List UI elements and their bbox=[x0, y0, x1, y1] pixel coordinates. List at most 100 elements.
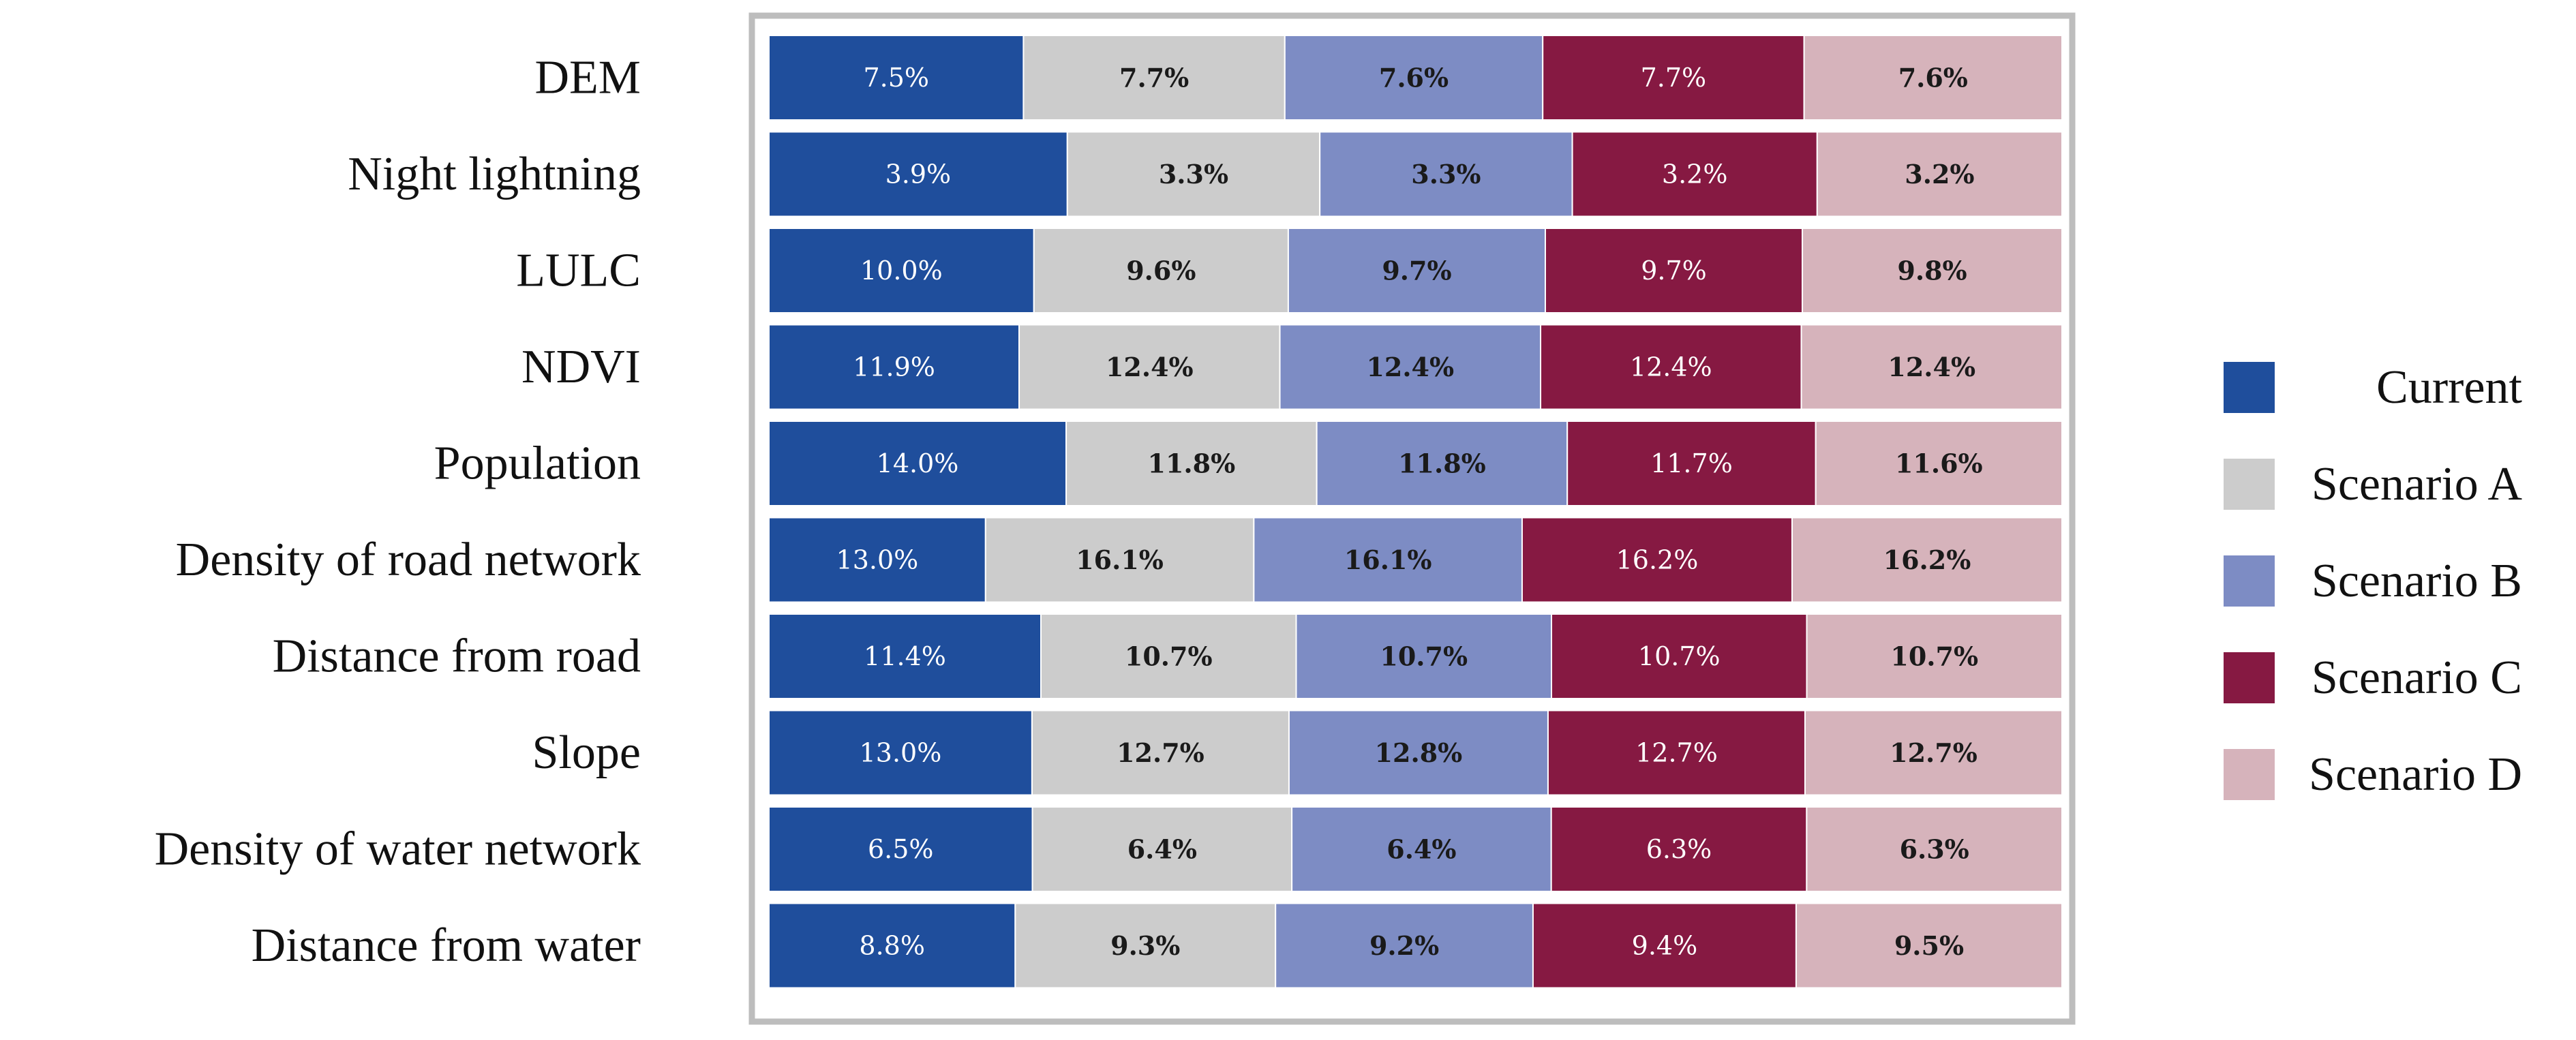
bar-lulc-scenario-a bbox=[1033, 228, 1289, 313]
bar-night-lightning-scenario-a bbox=[1066, 131, 1321, 217]
value-label-lulc-current: 10.0% bbox=[860, 256, 943, 286]
value-label-ndvi-scenario-a: 12.4% bbox=[1106, 352, 1194, 382]
bar-density-of-water-network-scenario-b bbox=[1291, 806, 1552, 892]
value-label-lulc-scenario-a: 9.6% bbox=[1126, 256, 1196, 286]
bar-night-lightning-scenario-d bbox=[1816, 131, 2063, 217]
bar-ndvi-current bbox=[768, 324, 1020, 410]
value-label-night-lightning-scenario-d: 3.2% bbox=[1905, 159, 1974, 189]
bar-distance-from-road-current bbox=[768, 613, 1042, 699]
value-label-density-of-road-network-current: 13.0% bbox=[836, 545, 919, 575]
value-label-population-current: 14.0% bbox=[877, 448, 959, 478]
value-label-night-lightning-scenario-c: 3.2% bbox=[1662, 159, 1728, 189]
bar-density-of-road-network-current bbox=[768, 517, 986, 603]
legend-label-scenario-d: Scenario D bbox=[2309, 748, 2522, 801]
bar-population-current bbox=[768, 420, 1067, 506]
bar-distance-from-water-scenario-a bbox=[1014, 902, 1277, 989]
value-label-density-of-water-network-scenario-c: 6.3% bbox=[1646, 834, 1712, 864]
bar-dem-scenario-d bbox=[1803, 35, 2063, 121]
bar-distance-from-water-scenario-d bbox=[1795, 902, 2063, 989]
bar-dem-scenario-c bbox=[1542, 35, 1805, 121]
value-label-distance-from-water-scenario-b: 9.2% bbox=[1369, 930, 1439, 961]
value-label-ndvi-current: 11.9% bbox=[853, 352, 935, 382]
bar-distance-from-road-scenario-d bbox=[1806, 613, 2063, 699]
bar-ndvi-scenario-c bbox=[1540, 324, 1802, 410]
legend-swatch-scenario-d bbox=[2224, 749, 2275, 800]
bar-slope-scenario-b bbox=[1288, 709, 1549, 796]
value-label-slope-scenario-d: 12.7% bbox=[1890, 737, 1978, 768]
bar-lulc-scenario-d bbox=[1802, 228, 2063, 313]
bar-night-lightning-current bbox=[768, 131, 1068, 217]
bar-distance-from-water-scenario-c bbox=[1532, 902, 1797, 989]
value-label-dem-scenario-b: 7.6% bbox=[1379, 63, 1449, 93]
bar-slope-current bbox=[768, 709, 1033, 796]
bar-slope-scenario-c bbox=[1547, 709, 1806, 796]
value-label-slope-scenario-b: 12.8% bbox=[1375, 737, 1463, 768]
bar-population-scenario-c bbox=[1566, 420, 1817, 506]
value-label-dem-scenario-c: 7.7% bbox=[1641, 63, 1707, 93]
value-label-lulc-scenario-c: 9.7% bbox=[1641, 256, 1707, 286]
bar-lulc-current bbox=[768, 228, 1035, 313]
legend-label-current: Current bbox=[2376, 361, 2522, 414]
value-label-slope-current: 13.0% bbox=[860, 738, 942, 768]
value-label-ndvi-scenario-c: 12.4% bbox=[1630, 352, 1712, 382]
bar-dem-current bbox=[768, 35, 1025, 121]
bar-population-scenario-a bbox=[1065, 420, 1318, 506]
bar-distance-from-water-current bbox=[768, 902, 1016, 989]
bar-segments: 7.5% 7.7% 7.6% 7.7% 7.6% 3.9% 3.3% 3.3% 3.2% 3.2%… bbox=[768, 35, 2063, 989]
category-label-lulc: LULC bbox=[516, 245, 641, 297]
value-label-density-of-road-network-scenario-b: 16.1% bbox=[1344, 545, 1432, 575]
value-label-density-of-road-network-scenario-a: 16.1% bbox=[1076, 545, 1164, 575]
bar-night-lightning-scenario-c bbox=[1571, 131, 1818, 217]
value-label-population-scenario-c: 11.7% bbox=[1650, 448, 1733, 478]
value-label-density-of-water-network-scenario-a: 6.4% bbox=[1127, 834, 1197, 865]
value-label-density-of-road-network-scenario-d: 16.2% bbox=[1883, 545, 1971, 575]
legend-swatch-current bbox=[2224, 362, 2275, 413]
value-label-night-lightning-scenario-b: 3.3% bbox=[1411, 159, 1481, 189]
value-label-density-of-water-network-current: 6.5% bbox=[868, 834, 934, 864]
value-label-density-of-water-network-scenario-b: 6.4% bbox=[1387, 834, 1456, 865]
legend-label-scenario-a: Scenario A bbox=[2312, 458, 2523, 510]
category-label-population: Population bbox=[434, 438, 641, 490]
bar-dem-scenario-a bbox=[1022, 35, 1286, 121]
value-label-ndvi-scenario-b: 12.4% bbox=[1366, 352, 1454, 382]
value-label-dem-current: 7.5% bbox=[863, 63, 929, 93]
value-label-distance-from-road-scenario-b: 10.7% bbox=[1380, 641, 1468, 672]
value-label-distance-from-road-scenario-a: 10.7% bbox=[1125, 641, 1213, 672]
category-label-density-of-road-network: Density of road network bbox=[176, 534, 641, 586]
legend-label-scenario-b: Scenario B bbox=[2312, 555, 2522, 607]
value-label-night-lightning-scenario-a: 3.3% bbox=[1159, 159, 1228, 189]
bar-density-of-water-network-current bbox=[768, 806, 1033, 892]
category-label-dem: DEM bbox=[534, 52, 641, 104]
legend-swatch-scenario-c bbox=[2224, 652, 2275, 703]
bar-density-of-road-network-scenario-b bbox=[1253, 517, 1523, 603]
bar-density-of-road-network-scenario-a bbox=[984, 517, 1255, 603]
value-label-population-scenario-d: 11.6% bbox=[1895, 448, 1983, 479]
value-label-dem-scenario-d: 7.6% bbox=[1898, 63, 1968, 93]
bar-distance-from-road-scenario-b bbox=[1295, 613, 1552, 699]
value-label-distance-from-road-scenario-c: 10.7% bbox=[1638, 641, 1721, 671]
bar-ndvi-scenario-a bbox=[1018, 324, 1281, 410]
bar-night-lightning-scenario-b bbox=[1319, 131, 1573, 217]
value-label-density-of-road-network-scenario-c: 16.2% bbox=[1616, 545, 1699, 575]
value-label-distance-from-water-scenario-a: 9.3% bbox=[1110, 930, 1180, 961]
legend-label-scenario-c: Scenario C bbox=[2312, 652, 2522, 704]
value-label-distance-from-water-scenario-d: 9.5% bbox=[1894, 930, 1964, 961]
value-label-slope-scenario-a: 12.7% bbox=[1117, 737, 1204, 768]
bar-slope-scenario-a bbox=[1031, 709, 1290, 796]
value-label-slope-scenario-c: 12.7% bbox=[1635, 738, 1718, 768]
value-label-lulc-scenario-b: 9.7% bbox=[1382, 256, 1451, 286]
bar-population-scenario-d bbox=[1815, 420, 2063, 506]
bar-distance-from-road-scenario-a bbox=[1040, 613, 1297, 699]
value-label-night-lightning-current: 3.9% bbox=[885, 159, 952, 189]
category-labels: DEM Night lightning LULC NDVI Population Dens… bbox=[155, 52, 641, 973]
value-label-distance-from-water-scenario-c: 9.4% bbox=[1632, 931, 1698, 961]
value-label-population-scenario-b: 11.8% bbox=[1398, 448, 1486, 479]
value-label-ndvi-scenario-d: 12.4% bbox=[1888, 352, 1975, 382]
category-label-distance-from-road: Distance from road bbox=[273, 630, 641, 683]
legend: Current Scenario A Scenario B Scenario C Sce… bbox=[2224, 361, 2523, 801]
bar-density-of-road-network-scenario-d bbox=[1791, 517, 2063, 603]
value-label-distance-from-road-current: 11.4% bbox=[864, 641, 946, 671]
value-label-distance-from-water-current: 8.8% bbox=[859, 931, 925, 961]
value-label-dem-scenario-a: 7.7% bbox=[1119, 63, 1189, 93]
